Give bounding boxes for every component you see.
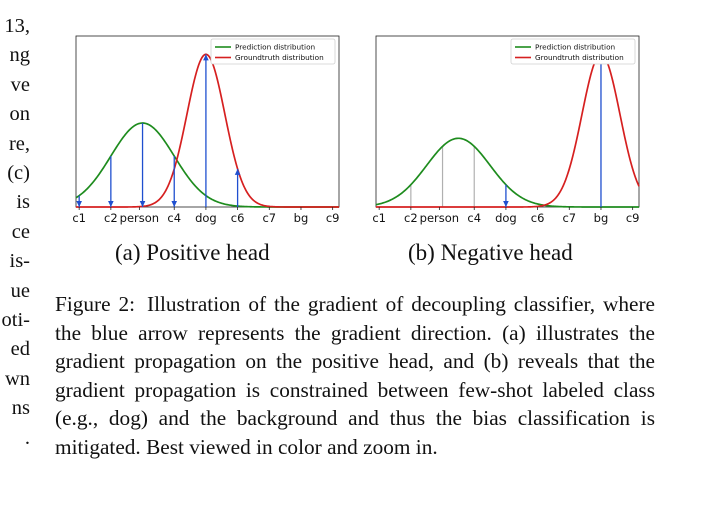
- x-tick-label: bg: [294, 211, 309, 225]
- left-fragment-line: ng: [9, 44, 31, 67]
- gradient-arrow-head: [139, 201, 146, 207]
- prediction-curve: [75, 122, 339, 208]
- groundtruth-curve: [76, 53, 339, 208]
- left-fragment-line: on: [9, 103, 31, 126]
- gradient-arrow-head: [203, 54, 209, 61]
- x-tick-label: c4: [167, 211, 181, 225]
- left-fragment-line: is: [16, 191, 30, 214]
- left-fragment-line: re,: [8, 132, 30, 155]
- left-fragment-line: 13,: [4, 15, 30, 37]
- x-tick-label: c9: [326, 211, 340, 225]
- x-tick-label: dog: [195, 211, 217, 225]
- x-tick-label: c6: [231, 211, 245, 225]
- left-fragment-line: wn: [4, 367, 30, 390]
- gradient-arrow-head: [108, 201, 114, 207]
- left-fragment-line: ue: [10, 279, 30, 302]
- gradient-arrow-head: [234, 168, 241, 175]
- left-fragment-line: ed: [10, 338, 30, 361]
- left-fragment-line: (c): [7, 162, 30, 185]
- left-fragment-line: oti-: [1, 309, 30, 332]
- left-column-text-fragments: 13, ng ve on re, (c) is ce is-ue oti-ed wn ns.: [0, 12, 30, 453]
- x-tick-label: c7: [262, 211, 276, 225]
- left-fragment-line: ns: [11, 397, 30, 420]
- positive-head-chart: c1 c2 person c4 dog c6 c7 bg c9 Prediction distri…: [72, 35, 340, 225]
- groundtruth-legend-label: Groundtruth distribution: [235, 53, 324, 62]
- subcaption-positive-head: (a) Positive head: [115, 240, 270, 265]
- legend-box: [210, 38, 336, 65]
- left-fragment-line: ve: [10, 73, 30, 96]
- left-fragment-line: is-: [9, 250, 31, 273]
- left-fragment-line: .: [24, 426, 30, 449]
- gradient-arrow-head: [76, 201, 82, 207]
- x-tick-label: c1: [72, 211, 86, 225]
- gradient-arrow-head: [171, 201, 178, 207]
- prediction-legend-label: Prediction distribution: [235, 43, 315, 52]
- figure-caption: Figure 2: Illustration of the gradient o…: [55, 290, 655, 462]
- subcaption-negative-head: (b) Negative head: [408, 240, 573, 265]
- x-tick-label: person: [120, 211, 159, 225]
- left-fragment-line: ce: [11, 220, 30, 243]
- plot-frame: [75, 35, 340, 208]
- figure-label: Figure 2:: [55, 292, 136, 316]
- caption-text: Illustration of the gradient of decoupli…: [55, 292, 656, 459]
- x-tick-label: c2: [104, 211, 118, 225]
